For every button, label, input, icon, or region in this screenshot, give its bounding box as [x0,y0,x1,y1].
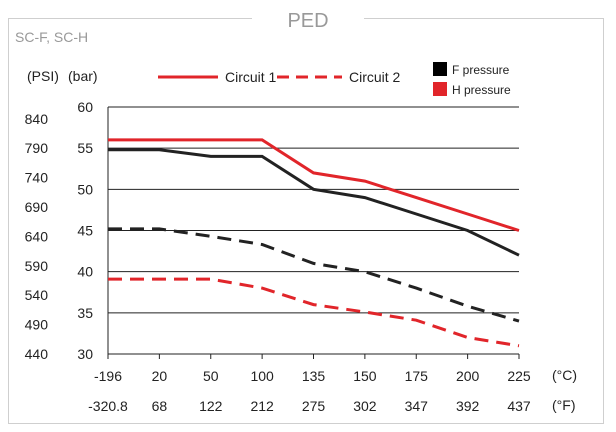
x-tick-celsius: 200 [456,368,480,384]
title-background [252,8,364,30]
x-tick-fahrenheit: 275 [302,398,326,414]
legend-h-pressure-label: H pressure [452,83,511,97]
legend-circuit-1-label: Circuit 1 [225,69,277,85]
x-tick-fahrenheit: 437 [507,398,531,414]
y-tick-psi: 590 [25,258,49,274]
psi-unit-label: (PSI) [27,68,59,84]
x-tick-celsius: 135 [302,368,326,384]
legend-circuit-2-label: Circuit 2 [349,69,401,85]
x-tick-fahrenheit: -320.8 [88,398,128,414]
y-tick-bar: 30 [77,346,93,362]
y-tick-psi: 640 [25,228,49,244]
x-tick-fahrenheit: 392 [456,398,480,414]
y-tick-psi: 690 [25,199,49,215]
y-tick-psi: 490 [25,317,49,333]
bar-unit-label: (bar) [68,68,98,84]
y-tick-bar: 60 [77,99,93,115]
fahrenheit-unit-label: (°F) [552,397,575,413]
legend-f-pressure-label: F pressure [452,63,510,77]
legend-f-pressure-swatch [433,62,447,76]
circuit-1-f-pressure-line [108,148,520,257]
chart-border [8,18,604,424]
x-tick-fahrenheit: 122 [199,398,223,414]
model-label: SC-F, SC-H [15,29,88,45]
circuit-2-f-pressure-line [108,227,520,323]
chart-title: PED [287,10,328,32]
x-tick-fahrenheit: 347 [405,398,429,414]
x-tick-fahrenheit: 302 [353,398,377,414]
x-tick-celsius: 150 [353,368,377,384]
x-tick-celsius: 100 [250,368,274,384]
y-tick-psi: 790 [25,140,49,156]
x-tick-celsius: 175 [405,368,429,384]
celsius-unit-label: (°C) [552,367,577,383]
x-tick-celsius: -196 [94,368,122,384]
circuit-2-h-pressure-line [108,277,520,348]
x-tick-celsius: 20 [152,368,168,384]
y-tick-psi: 540 [25,287,49,303]
y-tick-bar: 40 [77,264,93,280]
legend: Circuit 1 Circuit 2 F pressure H pressur… [158,62,511,97]
y-tick-psi: 840 [25,111,49,127]
x-tick-celsius: 225 [507,368,531,384]
y-tick-bar: 50 [77,181,93,197]
y-tick-psi: 740 [25,170,49,186]
circuit-1-h-pressure-line [108,138,520,232]
y-tick-bar: 45 [77,223,93,239]
y-tick-bar: 35 [77,305,93,321]
x-tick-celsius: 50 [203,368,219,384]
series-lines [108,138,520,348]
tick-labels: 60 55 50 45 40 35 30 840 790 740 690 640 590 540 490 44… [25,99,531,414]
x-tick-fahrenheit: 68 [152,398,168,414]
y-tick-bar: 55 [77,140,93,156]
x-tick-fahrenheit: 212 [250,398,274,414]
legend-h-pressure-swatch [433,82,447,96]
axes [107,107,520,359]
y-tick-psi: 440 [25,346,49,362]
